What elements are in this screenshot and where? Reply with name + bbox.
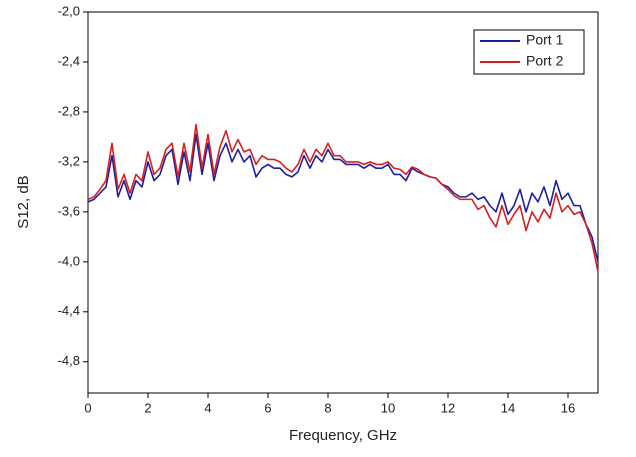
y-tick-label: -2,8	[58, 103, 80, 118]
x-tick-label: 2	[144, 400, 151, 415]
series-line	[87, 133, 599, 263]
x-tick-label: 6	[264, 400, 271, 415]
legend-label: Port 1	[526, 32, 564, 48]
y-tick-label: -2,4	[58, 53, 80, 68]
x-tick-label: 12	[441, 400, 455, 415]
y-tick-label: -4,8	[58, 353, 80, 368]
x-tick-label: 10	[381, 400, 395, 415]
y-tick-label: -4,4	[58, 303, 80, 318]
x-tick-label: 4	[204, 400, 211, 415]
y-tick-label: -2,0	[58, 3, 80, 18]
series-line	[87, 123, 599, 272]
x-tick-label: 16	[561, 400, 575, 415]
y-tick-label: -3,6	[58, 203, 80, 218]
y-tick-label: -3,2	[58, 153, 80, 168]
y-axis-title: S12, dB	[15, 175, 32, 228]
legend-box	[473, 29, 585, 75]
x-tick-label: 14	[501, 400, 515, 415]
y-tick-label: -4,0	[58, 253, 80, 268]
x-axis-title: Frequency, GHz	[289, 427, 397, 444]
x-tick-label: 8	[324, 400, 331, 415]
plot-frame	[87, 11, 599, 394]
x-tick-label: 0	[84, 400, 91, 415]
legend-label: Port 2	[526, 53, 564, 69]
